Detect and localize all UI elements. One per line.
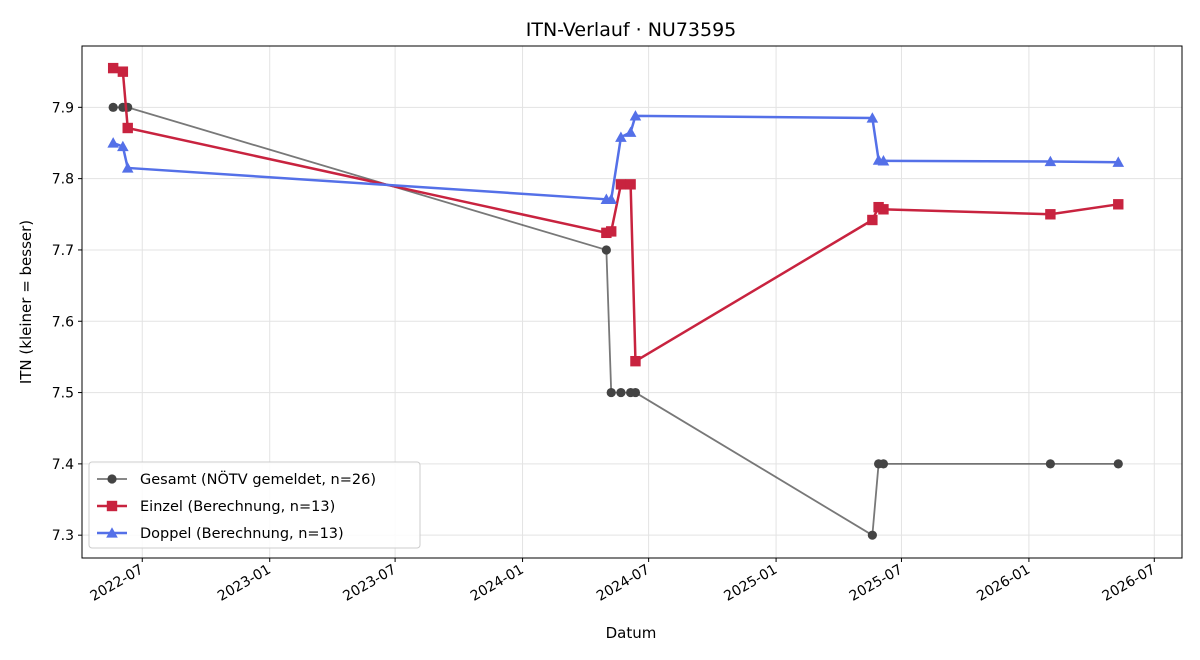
y-tick-label: 7.9 — [52, 100, 74, 116]
data-point-square — [1113, 199, 1124, 210]
data-point-square — [867, 214, 878, 226]
data-point-triangle — [1044, 155, 1057, 167]
y-tick-label: 7.4 — [52, 457, 74, 473]
data-point-circle — [616, 387, 626, 398]
y-axis-title: ITN (kleiner = besser) — [17, 220, 35, 384]
data-point-triangle — [629, 110, 642, 121]
data-point-circle — [878, 459, 889, 469]
legend-marker-square — [106, 500, 118, 512]
data-point-square — [630, 355, 641, 367]
data-point-circle — [601, 245, 611, 255]
legend-label-square: Einzel (Berechnung, n=13) — [140, 499, 335, 515]
data-point-square — [117, 66, 129, 77]
series-layer — [107, 62, 1125, 540]
legend-label-triangle: Doppel (Berechnung, n=13) — [140, 526, 344, 542]
y-tick-label: 7.3 — [52, 528, 74, 544]
series-markers-square — [107, 62, 1124, 367]
data-point-triangle — [866, 112, 879, 123]
data-point-circle — [606, 387, 616, 398]
data-point-square — [606, 226, 617, 237]
data-point-circle — [867, 530, 877, 540]
data-point-triangle — [107, 137, 119, 148]
data-point-triangle — [117, 140, 129, 152]
series-markers-circle — [108, 102, 1123, 540]
y-tick-label: 7.5 — [52, 386, 74, 402]
data-point-triangle — [615, 131, 627, 142]
data-point-square — [1045, 209, 1056, 220]
data-point-square — [625, 179, 636, 190]
data-point-triangle — [1112, 156, 1125, 167]
y-tick-label: 7.7 — [52, 243, 74, 259]
legend: Gesamt (NÖTV gemeldet, n=26) Einzel (Bere… — [88, 461, 421, 549]
data-point-triangle — [605, 193, 618, 204]
plot-frame — [81, 45, 1183, 559]
legend-label-circle: Gesamt (NÖTV gemeldet, n=26) — [140, 470, 376, 488]
legend-marker-circle — [107, 474, 117, 484]
legend-marker-triangle — [106, 527, 118, 538]
data-point-square — [615, 179, 627, 190]
data-point-circle — [1113, 459, 1123, 469]
y-tick-label: 7.8 — [52, 172, 74, 188]
data-point-triangle — [877, 155, 890, 166]
chart-title: ITN-Verlauf · NU73595 — [526, 19, 737, 41]
y-tick-label: 7.6 — [52, 314, 74, 330]
data-point-circle — [630, 387, 641, 398]
data-point-square — [107, 62, 119, 74]
data-point-square — [878, 204, 889, 215]
data-point-circle — [108, 102, 118, 112]
x-axis-title: Datum — [606, 624, 657, 642]
data-point-square — [122, 122, 133, 134]
data-point-triangle — [121, 162, 134, 173]
series-markers-triangle — [107, 110, 1125, 204]
legend-box — [88, 461, 421, 549]
data-point-triangle — [624, 126, 637, 137]
data-point-circle — [1045, 459, 1055, 469]
